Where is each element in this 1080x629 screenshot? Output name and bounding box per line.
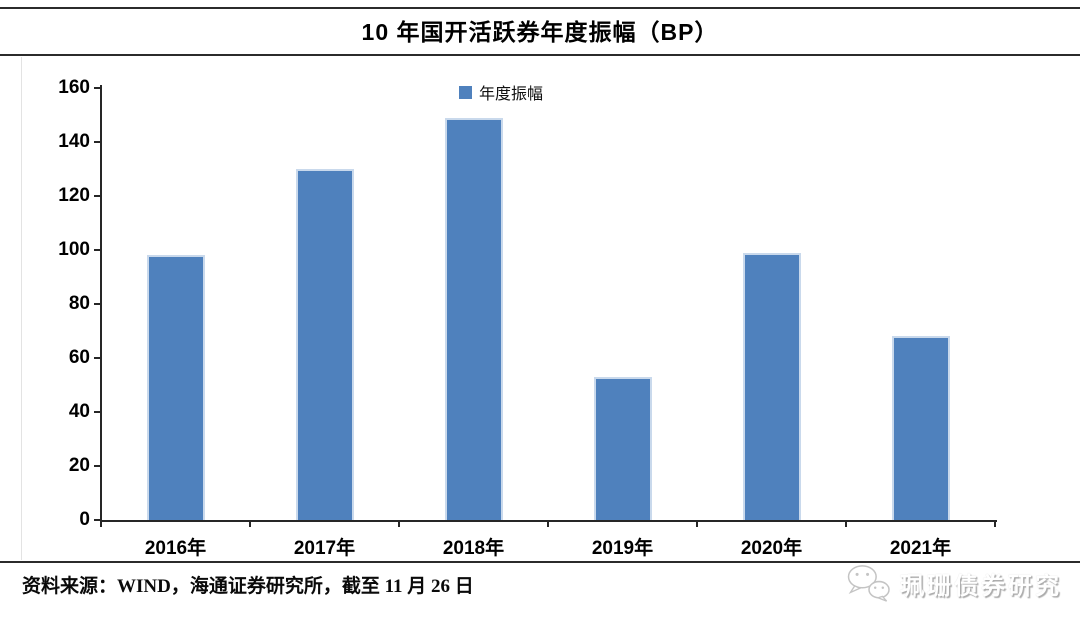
watermark-text: 珮珊债券研究: [900, 573, 1062, 600]
chart-title: 10 年国开活跃券年度振幅（BP）: [361, 19, 719, 45]
chart-legend: 年度振幅: [459, 80, 543, 104]
y-axis-tick: [94, 87, 100, 89]
x-axis-label: 2016年: [144, 538, 207, 559]
y-axis-tick: [94, 357, 100, 359]
y-axis-label: 80: [68, 293, 90, 314]
x-axis-label: 2017年: [293, 538, 356, 559]
x-axis-tick: [249, 522, 251, 527]
x-axis-tick: [845, 522, 847, 527]
x-axis-label: 2020年: [740, 538, 803, 559]
bar: [892, 336, 950, 520]
x-axis-tick: [100, 522, 102, 527]
source-note: 资料来源：WIND，海通证券研究所，截至 11 月 26 日: [22, 576, 474, 597]
footer-rule: [0, 561, 1080, 563]
legend-swatch-icon: [459, 85, 472, 99]
y-axis-tick: [94, 411, 100, 413]
y-axis-label: 140: [58, 131, 90, 152]
x-axis-line: [100, 520, 997, 522]
y-axis-label: 40: [68, 401, 90, 422]
watermark: 珮珊债券研究: [846, 563, 1062, 603]
y-axis-label: 0: [79, 509, 90, 530]
bar: [743, 253, 801, 520]
y-axis-tick: [94, 519, 100, 521]
y-axis-label: 160: [58, 77, 90, 98]
wechat-icon: [847, 565, 890, 602]
legend-label: 年度振幅: [479, 86, 544, 103]
chart-frame-left-edge: [21, 57, 22, 560]
x-axis-tick: [994, 522, 996, 527]
bar: [296, 169, 354, 520]
x-axis-label: 2021年: [889, 538, 952, 559]
y-axis-tick: [94, 195, 100, 197]
x-axis-tick: [398, 522, 400, 527]
y-axis-tick: [94, 465, 100, 467]
header-top-rule: [0, 7, 1080, 9]
y-axis-label: 120: [58, 185, 90, 206]
x-axis-tick: [696, 522, 698, 527]
bar: [147, 255, 205, 520]
bar: [594, 377, 652, 520]
x-axis-tick: [547, 522, 549, 527]
x-axis-label: 2018年: [442, 538, 505, 559]
y-axis-line: [100, 85, 102, 522]
bar: [445, 118, 503, 520]
y-axis-tick: [94, 303, 100, 305]
x-axis-label: 2019年: [591, 538, 654, 559]
y-axis-tick: [94, 141, 100, 143]
y-axis-label: 60: [68, 347, 90, 368]
y-axis-label: 20: [68, 455, 90, 476]
y-axis-tick: [94, 249, 100, 251]
header-bottom-rule: [0, 54, 1080, 56]
y-axis-label: 100: [58, 239, 90, 260]
